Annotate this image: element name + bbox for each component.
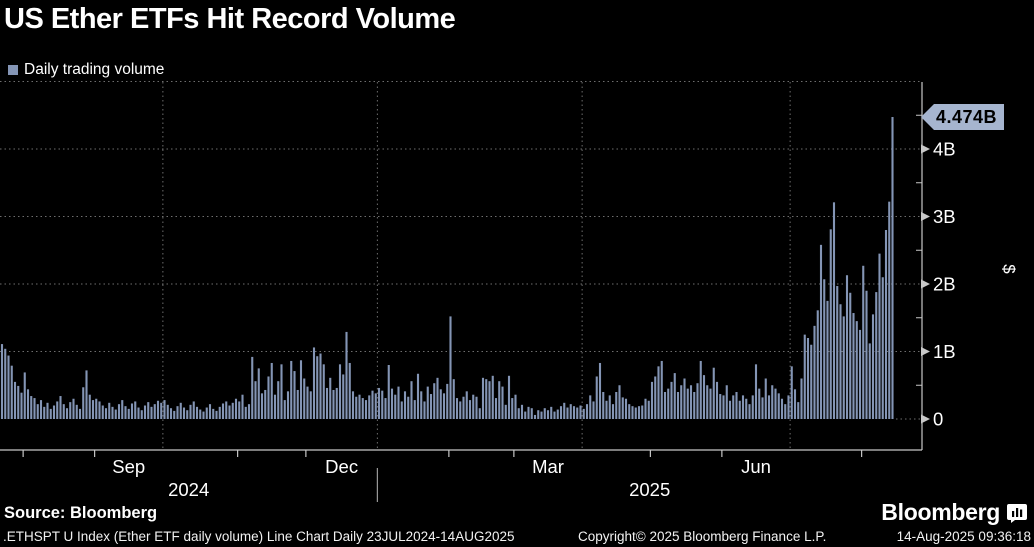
svg-text:4B: 4B [933, 139, 956, 160]
svg-text:2B: 2B [933, 274, 956, 295]
bloomberg-wordmark: Bloomberg [881, 499, 1000, 525]
svg-text:3B: 3B [933, 206, 956, 227]
svg-text:2025: 2025 [629, 479, 670, 500]
bloomberg-terminal-icon [1007, 503, 1027, 523]
legend-label: Daily trading volume [24, 61, 165, 78]
legend: Daily trading volume [8, 61, 164, 79]
svg-text:Dec: Dec [325, 456, 358, 477]
chart-title: US Ether ETFs Hit Record Volume [4, 3, 456, 35]
timestamp: 14-Aug-2025 09:36:18 [896, 529, 1031, 544]
ticker-description: .ETHSPT U Index (Ether ETF daily volume)… [3, 529, 515, 544]
svg-text:2024: 2024 [168, 479, 209, 500]
svg-text:Jun: Jun [741, 456, 771, 477]
svg-text:Sep: Sep [112, 456, 145, 477]
last-value-tag: 4.474B [921, 104, 1005, 130]
copyright-notice: Copyright© 2025 Bloomberg Finance L.P. [578, 529, 827, 544]
legend-swatch-icon [8, 65, 18, 75]
source-attribution: Source: Bloomberg [4, 504, 158, 522]
svg-text:0: 0 [933, 409, 943, 430]
svg-text:Mar: Mar [532, 456, 564, 477]
y-axis-unit-label: $ [999, 264, 1019, 274]
bloomberg-brand: Bloomberg [881, 499, 1027, 526]
svg-text:1B: 1B [933, 341, 956, 362]
